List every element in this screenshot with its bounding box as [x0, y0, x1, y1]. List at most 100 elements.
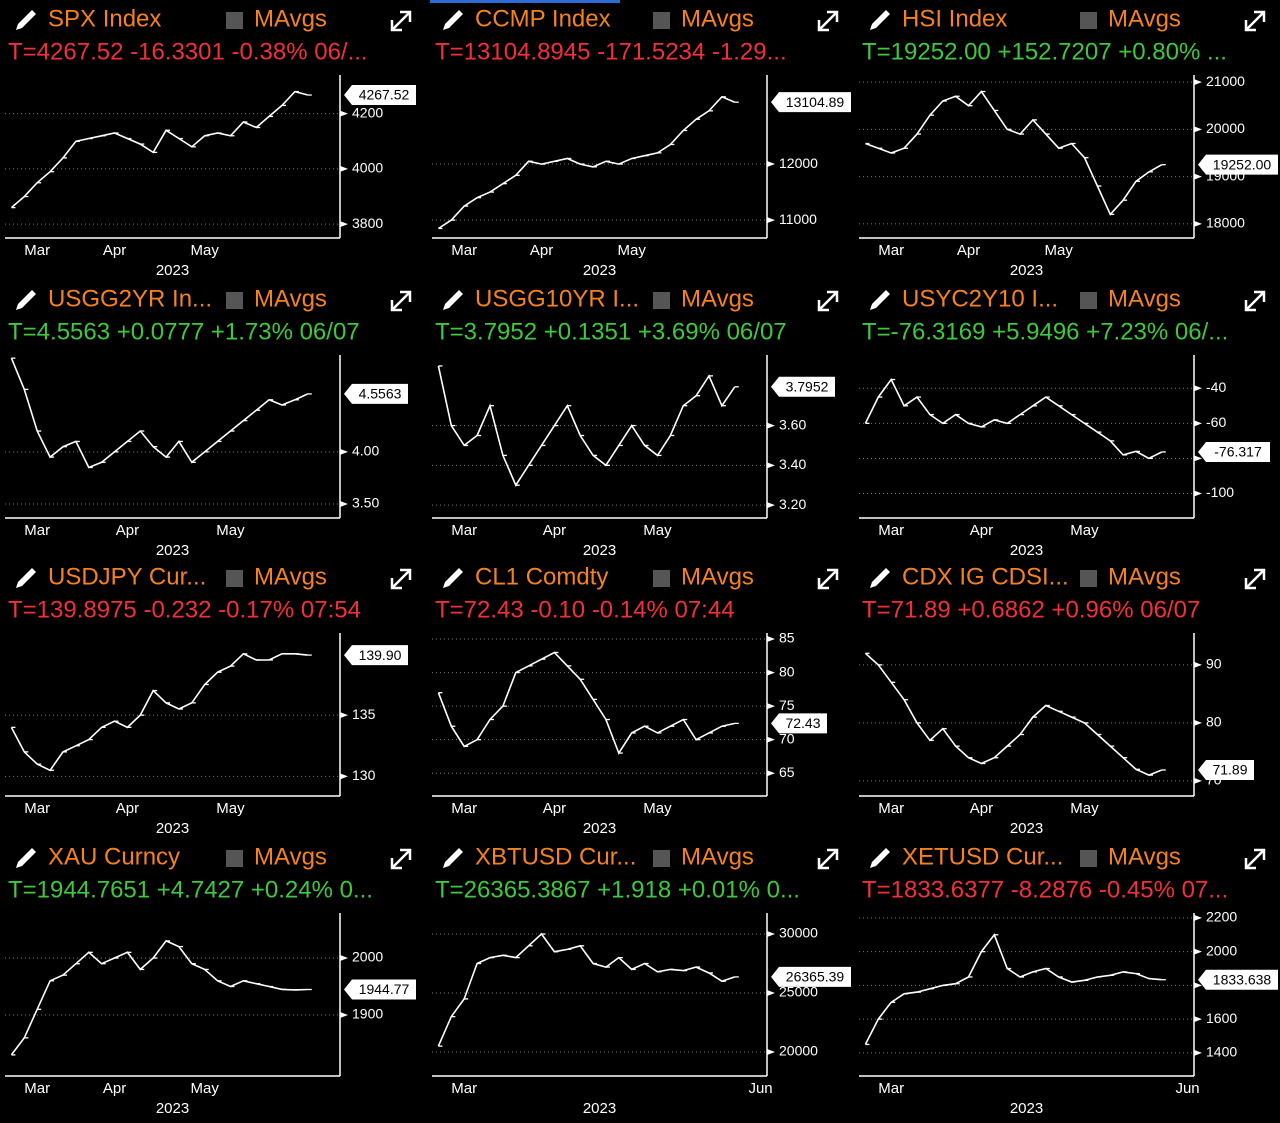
pencil-icon[interactable] [870, 10, 890, 30]
last-value-label: 3.7952 [786, 378, 829, 394]
chart-title: XBTUSD Cur... [475, 843, 636, 870]
study-checkbox[interactable] [653, 292, 670, 309]
study-checkbox[interactable] [1080, 292, 1097, 309]
y-tick-mark [1194, 455, 1202, 462]
pencil-icon[interactable] [16, 10, 36, 30]
chart-title: HSI Index [902, 5, 1007, 32]
y-tick-label: 30000 [779, 925, 818, 941]
y-tick-label: -100 [1206, 484, 1234, 500]
y-tick-label: 130 [352, 767, 376, 783]
study-label: MAvgs [1108, 5, 1181, 32]
y-tick-mark [1194, 1016, 1202, 1023]
price-line [864, 933, 1162, 1045]
pencil-icon[interactable] [16, 568, 36, 588]
pencil-icon[interactable] [16, 848, 36, 868]
x-tick-label: Apr [543, 522, 566, 539]
expand-icon[interactable] [390, 568, 412, 590]
x-year-label: 2023 [156, 262, 189, 279]
pencil-icon[interactable] [443, 848, 463, 868]
x-tick-label: Mar [24, 522, 50, 539]
study-checkbox[interactable] [226, 850, 243, 867]
y-tick-label: 3.40 [779, 456, 806, 472]
x-tick-label: May [1070, 522, 1099, 539]
price-line [864, 377, 1163, 460]
x-tick-label: Apr [103, 242, 126, 259]
last-value-box [344, 383, 408, 404]
study-checkbox[interactable] [653, 570, 670, 587]
pencil-icon[interactable] [16, 290, 36, 310]
y-tick-mark [767, 161, 775, 168]
expand-icon[interactable] [817, 848, 839, 870]
chart-title: USDJPY Cur... [48, 563, 206, 590]
chart-panel: USGG2YR In... MAvgs T=4.5563 +0.0777 +1.73… [5, 285, 412, 559]
last-value-box [771, 376, 835, 397]
x-tick-label: Jun [748, 1080, 772, 1097]
last-value-box [1198, 969, 1278, 990]
quote-line: T=3.7952 +0.1351 +3.69% 06/07 [435, 318, 787, 345]
x-tick-label: Apr [957, 242, 980, 259]
expand-icon[interactable] [390, 290, 412, 312]
price-line [437, 932, 736, 1047]
chart-panel: USGG10YR I... MAvgs T=3.7952 +0.1351 +3.69… [432, 285, 839, 559]
pencil-icon[interactable] [870, 848, 890, 868]
x-year-label: 2023 [583, 542, 616, 559]
study-checkbox[interactable] [226, 12, 243, 29]
last-value-label: 1833.638 [1213, 971, 1272, 987]
y-tick-label: 3800 [352, 215, 383, 231]
chart-title: SPX Index [48, 5, 161, 32]
study-label: MAvgs [1108, 563, 1181, 590]
pencil-icon[interactable] [443, 290, 463, 310]
x-tick-label: Apr [543, 800, 566, 817]
expand-icon[interactable] [1244, 10, 1266, 32]
study-checkbox[interactable] [226, 292, 243, 309]
chart-title: CCMP Index [475, 5, 611, 32]
study-checkbox[interactable] [653, 850, 670, 867]
expand-icon[interactable] [1244, 568, 1266, 590]
pencil-icon[interactable] [870, 568, 890, 588]
study-checkbox[interactable] [1080, 570, 1097, 587]
expand-icon[interactable] [1244, 848, 1266, 870]
expand-icon[interactable] [390, 10, 412, 32]
study-checkbox[interactable] [653, 12, 670, 29]
chart-title: XAU Curncy [48, 843, 180, 870]
study-checkbox[interactable] [226, 570, 243, 587]
expand-icon[interactable] [817, 568, 839, 590]
chart-panel: CDX IG CDSI... MAvgs T=71.89 +0.6862 +0.96… [859, 563, 1266, 837]
x-year-label: 2023 [1010, 1100, 1043, 1117]
expand-icon[interactable] [817, 290, 839, 312]
expand-icon[interactable] [817, 10, 839, 32]
study-label: MAvgs [1108, 843, 1181, 870]
chart-panel: XAU Curncy MAvgs T=1944.7651 +4.7427 +0.24… [5, 843, 416, 1117]
x-year-label: 2023 [1010, 262, 1043, 279]
price-line [10, 90, 309, 209]
expand-icon[interactable] [390, 848, 412, 870]
x-tick-label: Mar [878, 522, 904, 539]
y-tick-mark [340, 1012, 348, 1019]
x-tick-label: Apr [970, 522, 993, 539]
x-tick-label: May [618, 242, 647, 259]
x-year-label: 2023 [583, 820, 616, 837]
y-tick-label: 80 [1206, 714, 1222, 730]
pencil-icon[interactable] [870, 290, 890, 310]
quote-line: T=26365.3867 +1.918 +0.01% 0... [435, 876, 800, 903]
x-tick-label: Mar [878, 800, 904, 817]
x-tick-label: May [1070, 800, 1099, 817]
x-tick-label: May [1045, 242, 1074, 259]
quote-line: T=4267.52 -16.3301 -0.38% 06/... [8, 38, 368, 65]
pencil-icon[interactable] [443, 568, 463, 588]
expand-icon[interactable] [1244, 290, 1266, 312]
quote-line: T=4.5563 +0.0777 +1.73% 06/07 [8, 318, 360, 345]
study-checkbox[interactable] [1080, 850, 1097, 867]
y-tick-label: 21000 [1206, 73, 1245, 89]
x-tick-label: May [216, 800, 245, 817]
y-tick-mark [1194, 1049, 1202, 1056]
study-checkbox[interactable] [1080, 12, 1097, 29]
pencil-icon[interactable] [443, 10, 463, 30]
x-tick-label: Mar [451, 242, 477, 259]
chart-panel: CL1 Comdty MAvgs T=72.43 -0.10 -0.14% 07:4… [432, 563, 839, 837]
y-tick-label: 12000 [779, 155, 818, 171]
y-tick-mark [767, 669, 775, 676]
x-tick-label: Apr [970, 800, 993, 817]
y-tick-mark [767, 422, 775, 429]
last-value-box [1198, 441, 1270, 462]
